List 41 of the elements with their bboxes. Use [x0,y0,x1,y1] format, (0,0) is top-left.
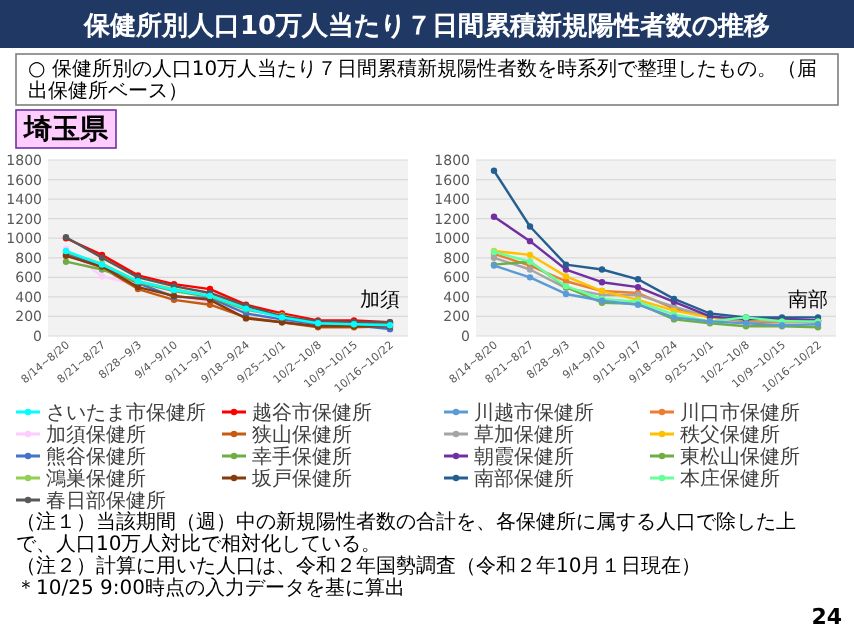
legend-label: 熊谷保健所 [46,445,146,469]
legend-label: 鴻巣保健所 [46,467,146,491]
point [98,273,106,280]
legend-label: 東松山保健所 [680,445,800,469]
annotation: 加須 [360,288,400,313]
point [526,223,534,230]
text: （注１）当該期間（週）中の新規陽性者数の合計を、各保健所に属する人口で除した上で、人口10万人対比で相対化している。 [16,510,796,556]
text: （注２）計算に用いた人口は、令和２年国勢調査（令和２年10月１日現在） [16,554,702,578]
text: 24 [811,604,843,630]
point [62,258,70,265]
legend-label: 春日部保健所 [46,489,166,513]
point [634,276,642,283]
legend-label: 朝霞保健所 [474,445,574,469]
point [490,213,498,220]
chart-subtitle: ○ 保健所別の人口10万人当たり７日間累積新規陽性者数を時系列で整理したもの。（届出保健所ベース） [28,57,818,103]
point [562,290,570,298]
point [490,167,498,174]
legend-label: 川口市保健所 [680,401,800,425]
legend-label: 狭山保健所 [252,423,352,447]
legend-label: 加須保健所 [46,423,146,447]
text: 埼玉県 [22,114,110,146]
point [634,283,642,291]
chart-title: 保健所別人口10万人当たり７日間累積新規陽性者数の推移 [81,10,771,42]
point [526,237,534,245]
legend-label: 坂戸保健所 [250,467,352,491]
point [598,279,606,286]
legend-label: 南部保健所 [474,467,574,491]
legend-label: 本庄保健所 [680,467,780,491]
point [526,251,534,259]
point [562,261,570,268]
legend-label: 川越市保健所 [474,401,594,425]
point [526,274,534,281]
text: ＊10/25 9:00時点の入力データを基に算出 [16,576,405,600]
annotation: 南部 [788,288,828,313]
legend-label: さいたま市保健所 [46,401,206,425]
legend-label: 秩父保健所 [680,423,780,447]
legend-label: 幸手保健所 [252,445,352,469]
point [562,273,570,280]
point [598,266,606,273]
legend-label: 草加保健所 [474,423,574,447]
legend-label: 越谷市保健所 [252,401,372,425]
